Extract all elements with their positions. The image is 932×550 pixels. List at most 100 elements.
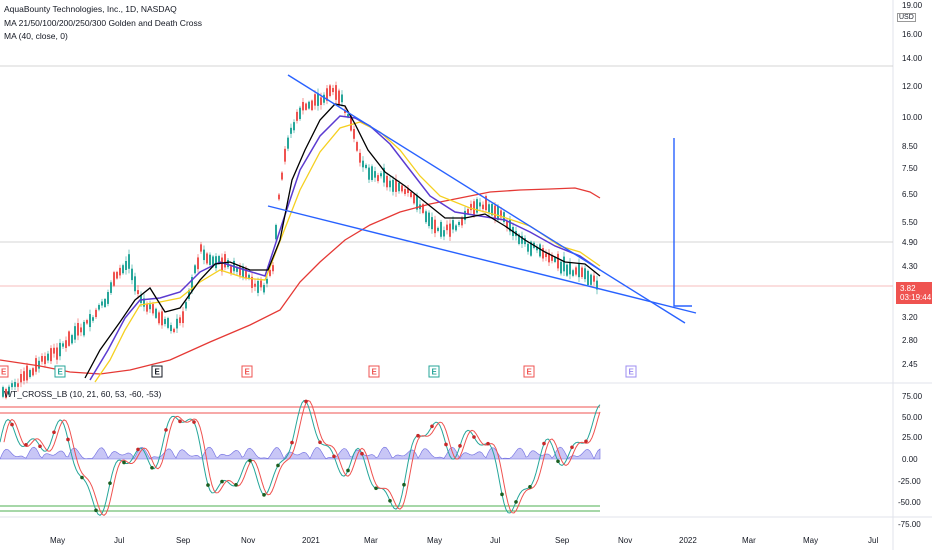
candle-body: [368, 167, 370, 180]
candle-body: [179, 317, 181, 324]
candle-body: [68, 331, 70, 346]
price-tick: 12.00: [902, 82, 923, 91]
cross-dot: [164, 428, 168, 432]
upper-trendline[interactable]: [287, 74, 686, 324]
projection-line[interactable]: [673, 138, 692, 307]
time-label: Mar: [364, 536, 378, 545]
candle-body: [215, 256, 217, 269]
candle-body: [458, 222, 460, 226]
candle-body: [341, 94, 343, 103]
candle-body: [137, 290, 139, 294]
candle-body: [407, 188, 409, 193]
candle-body: [581, 267, 583, 278]
candle-body: [17, 383, 19, 387]
earnings-marker: E: [54, 365, 66, 378]
cross-dot: [80, 475, 84, 480]
cross-dot: [388, 498, 392, 503]
candle-body: [569, 262, 571, 275]
candle-body: [590, 274, 592, 285]
candle-body: [476, 199, 478, 213]
cross-dot: [10, 422, 14, 427]
candle-body: [416, 195, 418, 210]
candle-body: [203, 249, 205, 261]
candle-body: [146, 304, 148, 312]
earnings-marker: E: [523, 365, 535, 378]
time-label: Jul: [868, 536, 878, 545]
earnings-marker: E: [625, 365, 637, 378]
study-legend-ma-cross[interactable]: MA 21/50/100/200/250/300 Golden and Deat…: [4, 18, 203, 28]
candle-body: [74, 326, 76, 340]
candle-body: [560, 261, 562, 274]
candle-body: [257, 280, 259, 293]
candle-body: [542, 248, 544, 259]
candle-body: [284, 148, 286, 162]
price-tick: 19.00: [902, 1, 923, 10]
candle-body: [593, 275, 595, 282]
candle-body: [563, 256, 565, 272]
candle-body: [347, 114, 349, 118]
cross-dot: [360, 451, 364, 456]
candle-body: [290, 127, 292, 134]
candle-body: [296, 111, 298, 121]
candle-body: [596, 280, 598, 290]
candle-body: [509, 219, 511, 232]
candle-body: [41, 355, 43, 362]
candle-body: [113, 272, 115, 286]
candle-body: [107, 292, 109, 304]
price-tick: 8.50: [902, 142, 918, 151]
cross-dot: [584, 439, 588, 444]
candle-body: [497, 205, 499, 221]
candle-body: [152, 304, 154, 314]
candle-body: [119, 267, 121, 276]
candle-body: [236, 267, 238, 272]
price-axis[interactable]: 19.00 16.00 14.00 12.00 10.00 8.50 7.50 …: [902, 1, 923, 369]
cross-dot: [304, 399, 308, 404]
symbol-title[interactable]: AquaBounty Technologies, Inc., 1D, NASDA…: [4, 4, 177, 14]
candle-body: [446, 224, 448, 231]
candle-body: [155, 308, 157, 318]
candle-body: [86, 320, 88, 324]
time-label: 2022: [679, 536, 697, 545]
time-label: Sep: [176, 536, 191, 545]
candle-body: [356, 142, 358, 151]
cross-dot: [38, 444, 42, 449]
earnings-markers[interactable]: E E E E E E E E: [0, 365, 637, 378]
lower-trendline[interactable]: [267, 205, 697, 314]
oscillator-legend[interactable]: WT_CROSS_LB (10, 21, 60, 53, -60, -53): [4, 389, 162, 399]
candle-body: [587, 270, 589, 286]
candle-body: [89, 314, 91, 328]
cross-dot: [178, 419, 182, 424]
currency-label[interactable]: USD: [897, 13, 916, 22]
candle-body: [212, 256, 214, 267]
cross-dot: [206, 483, 210, 487]
candle-body: [299, 107, 301, 120]
svg-text:E: E: [527, 368, 533, 377]
candle-body: [452, 220, 454, 230]
candle-body: [338, 90, 340, 105]
time-axis[interactable]: May Jul Sep Nov 2021 Mar May Jul Sep Nov…: [50, 536, 878, 545]
candle-body: [194, 265, 196, 274]
study-legend-ma40[interactable]: MA (40, close, 0): [4, 31, 68, 41]
candle-body: [386, 175, 388, 188]
candle-body: [392, 179, 394, 192]
candle-body: [209, 254, 211, 265]
oscillator-axis[interactable]: 75.00 50.00 25.00 0.00 -25.00 -50.00 -75…: [898, 392, 923, 529]
candle-body: [29, 370, 31, 378]
candle-body: [62, 343, 64, 347]
price-tick: 2.80: [902, 336, 918, 345]
candle-body: [122, 265, 124, 274]
candle-body: [26, 365, 28, 381]
candle-body: [308, 101, 310, 109]
candle-body: [221, 257, 223, 272]
candle-body: [149, 304, 151, 310]
candle-body: [332, 87, 334, 93]
price-tick: 7.50: [902, 164, 918, 173]
time-label: May: [803, 536, 818, 545]
cross-dot: [416, 433, 420, 438]
candle-body: [506, 221, 508, 228]
candle-body: [524, 238, 526, 245]
candle-body: [287, 137, 289, 149]
candle-body: [335, 85, 337, 100]
cross-dot: [262, 493, 266, 497]
